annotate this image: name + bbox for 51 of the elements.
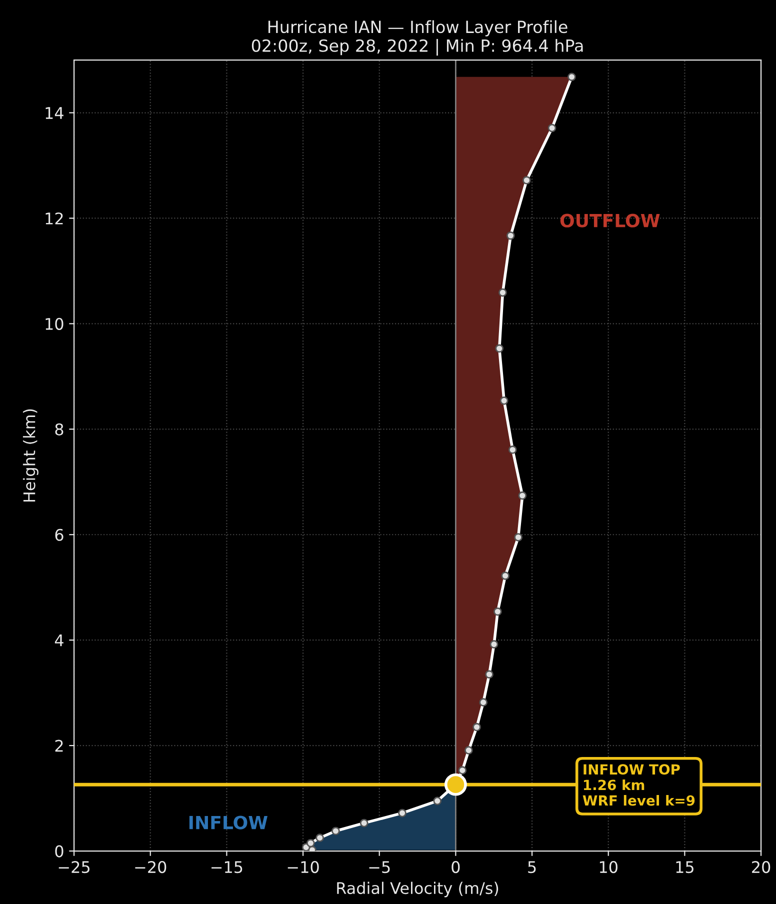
chart-subtitle: 02:00z, Sep 28, 2022 | Min P: 964.4 hPa xyxy=(252,38,583,56)
point xyxy=(518,491,527,500)
point xyxy=(398,808,406,818)
x-tick-label: −20 xyxy=(135,861,166,874)
y-tick-label: 14 xyxy=(46,107,64,119)
point xyxy=(444,773,467,796)
point xyxy=(472,722,481,732)
x-tick-label: −5 xyxy=(369,861,390,874)
point xyxy=(506,231,515,240)
point xyxy=(479,698,488,706)
y-tick-label: 0 xyxy=(55,845,64,858)
point xyxy=(498,288,507,297)
point xyxy=(332,826,340,836)
point xyxy=(306,838,315,848)
point xyxy=(501,572,510,580)
x-axis-title: Radial Velocity (m/s) xyxy=(337,882,498,898)
y-tick-label: 12 xyxy=(46,212,63,224)
point xyxy=(464,746,473,754)
x-tick-label: 0 xyxy=(452,861,460,874)
point xyxy=(458,766,467,775)
annotation: INFLOW xyxy=(189,816,268,830)
annotation: OUTFLOW xyxy=(560,214,660,228)
point xyxy=(514,533,522,542)
x-tick-label: 15 xyxy=(676,861,694,874)
y-tick-label: 4 xyxy=(54,634,64,646)
x-tick-label: −15 xyxy=(212,861,242,874)
chart-title: Hurricane IAN — Inflow Layer Profile xyxy=(268,20,568,36)
point xyxy=(495,344,504,353)
x-tick-label: 5 xyxy=(528,861,536,874)
y-tick-label: 8 xyxy=(55,423,64,436)
y-tick-label: 10 xyxy=(46,318,64,330)
x-tick-label: 10 xyxy=(600,861,618,874)
point xyxy=(360,818,368,828)
y-axis-title: Height (km) xyxy=(22,409,38,502)
x-tick-label: −10 xyxy=(288,861,319,874)
point xyxy=(522,176,531,184)
point xyxy=(433,796,442,806)
point xyxy=(494,607,502,616)
point xyxy=(568,72,576,82)
point xyxy=(508,446,517,454)
point xyxy=(302,843,310,852)
point xyxy=(485,670,494,679)
x-tick-label: −25 xyxy=(58,861,90,874)
point xyxy=(548,124,556,132)
point xyxy=(500,396,508,405)
point xyxy=(490,640,498,648)
y-tick-label: 2 xyxy=(55,740,63,752)
y-tick-label: 6 xyxy=(55,528,64,541)
annotation: INFLOW TOP 1.26 km WRF level k=9 xyxy=(582,764,695,806)
x-tick-label: 20 xyxy=(752,861,770,874)
point xyxy=(316,834,324,842)
